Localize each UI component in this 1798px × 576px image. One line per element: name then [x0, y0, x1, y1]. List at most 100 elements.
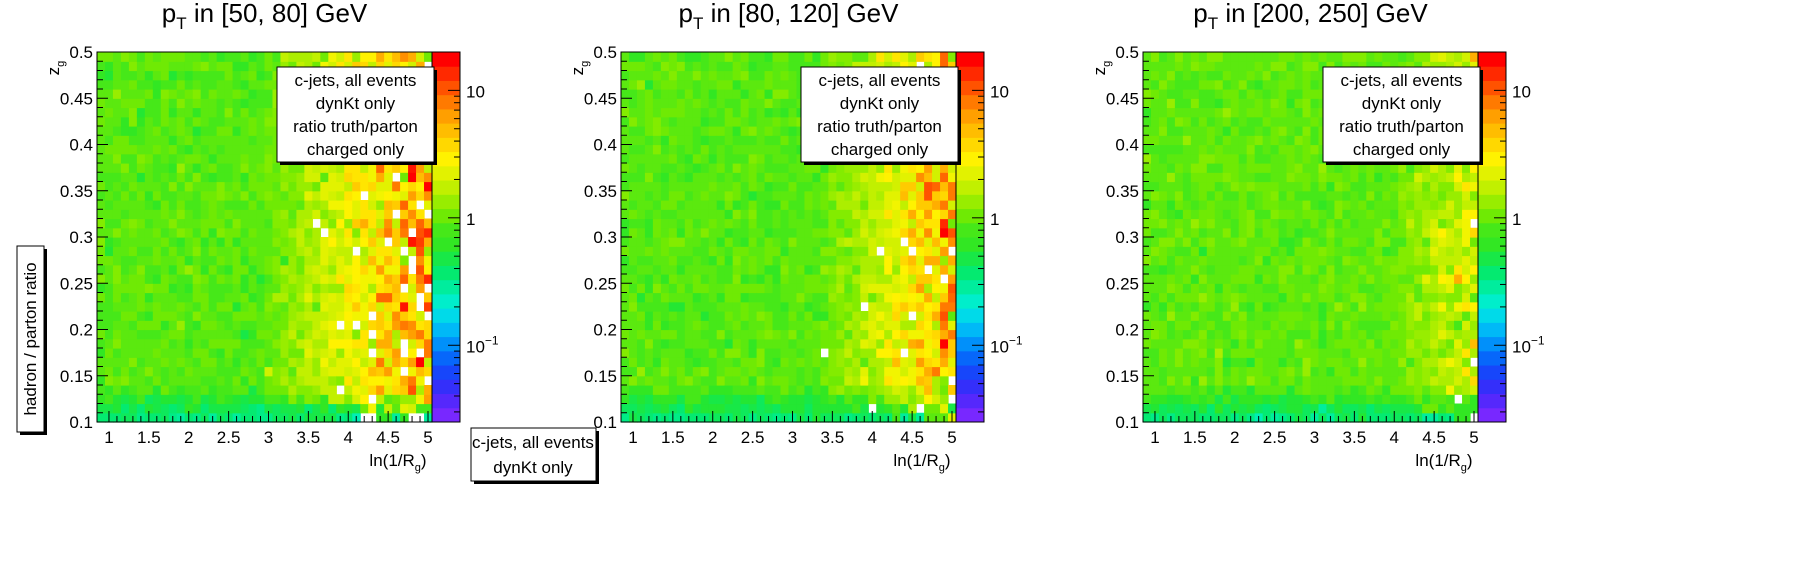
- heatmap-cell: [740, 274, 750, 284]
- heatmap-cell: [796, 357, 806, 368]
- heatmap-cell: [676, 366, 686, 377]
- heatmap-cell: [772, 274, 782, 284]
- heatmap-cell: [1278, 320, 1288, 331]
- heatmap-cell: [668, 89, 678, 99]
- heatmap-cell: [780, 163, 790, 173]
- heatmap-cell: [1334, 394, 1344, 405]
- heatmap-cell: [1278, 246, 1288, 257]
- heatmap-cell: [360, 301, 369, 312]
- heatmap-cell: [836, 283, 845, 294]
- heatmap-cell: [128, 246, 138, 257]
- heatmap-cell: [1286, 153, 1296, 164]
- heatmap-cell: [780, 329, 790, 340]
- heatmap-cell: [836, 329, 845, 340]
- heatmap-cell: [160, 394, 170, 405]
- heatmap-cell: [844, 255, 853, 266]
- heatmap-cell: [636, 366, 646, 377]
- heatmap-cell: [328, 385, 337, 395]
- heatmap-cell: [240, 292, 250, 303]
- heatmap-cell: [1286, 107, 1296, 118]
- heatmap-cell: [1366, 172, 1375, 183]
- heatmap-cell: [1190, 255, 1200, 266]
- heatmap-cell: [1310, 237, 1320, 247]
- heatmap-cell: [160, 320, 170, 331]
- heatmap-cell: [1254, 246, 1264, 257]
- heatmap-cell: [136, 274, 146, 284]
- heatmap-cell: [628, 116, 638, 127]
- heatmap-cell: [336, 172, 345, 183]
- heatmap-cell: [924, 209, 933, 220]
- heatmap-cell: [1278, 116, 1288, 127]
- heatmap-cell: [708, 385, 718, 395]
- heatmap-cell: [1182, 218, 1192, 229]
- heatmap-cell: [128, 375, 138, 386]
- heatmap-cell: [748, 375, 758, 386]
- heatmap-cell: [636, 283, 646, 294]
- heatmap-cell: [1166, 163, 1176, 173]
- heatmap-cell: [176, 237, 186, 247]
- heatmap-cell: [772, 292, 782, 303]
- heatmap-cell: [256, 144, 266, 155]
- heatmap-cell: [708, 348, 718, 358]
- heatmap-cell: [152, 181, 162, 192]
- heatmap-cell: [900, 366, 909, 377]
- heatmap-cell: [700, 89, 710, 99]
- heatmap-cell: [621, 218, 630, 229]
- heatmap-cell: [948, 311, 957, 321]
- heatmap-cell: [1206, 52, 1216, 62]
- heatmap-cell: [272, 292, 282, 303]
- heatmap-cell: [644, 163, 654, 173]
- heatmap-cell: [1246, 292, 1256, 303]
- heatmap-cell: [376, 385, 385, 395]
- heatmap-cell: [1214, 357, 1224, 368]
- heatmap-cell: [1214, 190, 1224, 201]
- heatmap-cell: [708, 311, 718, 321]
- heatmap-cell: [384, 385, 393, 395]
- heatmap-cell: [328, 163, 337, 173]
- heatmap-cell: [392, 264, 401, 275]
- heatmap-cell: [1222, 311, 1232, 321]
- heatmap-cell: [344, 385, 353, 395]
- heatmap-cell: [1398, 181, 1407, 192]
- heatmap-cell: [660, 227, 670, 238]
- heatmap-cell: [1174, 403, 1184, 414]
- heatmap-cell: [716, 357, 726, 368]
- heatmap-cell: [112, 70, 122, 81]
- heatmap-cell: [1334, 255, 1344, 266]
- heatmap-cell: [1286, 348, 1296, 358]
- heatmap-cell: [876, 52, 885, 62]
- heatmap-cell: [408, 274, 417, 284]
- heatmap-cell: [844, 348, 853, 358]
- heatmap-cell: [1182, 70, 1192, 81]
- heatmap-cell: [1398, 394, 1407, 405]
- heatmap-cell: [392, 246, 401, 257]
- heatmap-cell: [772, 311, 782, 321]
- heatmap-cell: [876, 394, 885, 405]
- heatmap-cell: [621, 385, 630, 395]
- heatmap-cell: [1198, 52, 1208, 62]
- heatmap-cell: [352, 375, 361, 386]
- heatmap-cell: [684, 218, 694, 229]
- heatmap-cell: [1334, 329, 1344, 340]
- heatmap-cell: [1358, 209, 1367, 220]
- heatmap-cell: [1374, 348, 1383, 358]
- heatmap-cell: [1214, 292, 1224, 303]
- heatmap-cell: [1222, 385, 1232, 395]
- heatmap-cell: [684, 107, 694, 118]
- heatmap-cell: [136, 283, 146, 294]
- heatmap-cell: [724, 357, 734, 368]
- heatmap-cell: [684, 375, 694, 386]
- heatmap-cell: [104, 218, 114, 229]
- heatmap-cell: [360, 348, 369, 358]
- heatmap-cell: [128, 274, 138, 284]
- heatmap-cell: [1326, 163, 1336, 173]
- heatmap-cell: [1143, 357, 1152, 368]
- heatmap-cell: [740, 403, 750, 414]
- heatmap-cell: [764, 338, 774, 349]
- heatmap-cell: [796, 255, 806, 266]
- heatmap-cell: [1334, 52, 1344, 62]
- heatmap-cell: [1382, 385, 1391, 395]
- heatmap-cell: [764, 311, 774, 321]
- heatmap-cell: [876, 218, 885, 229]
- heatmap-cell: [176, 98, 186, 109]
